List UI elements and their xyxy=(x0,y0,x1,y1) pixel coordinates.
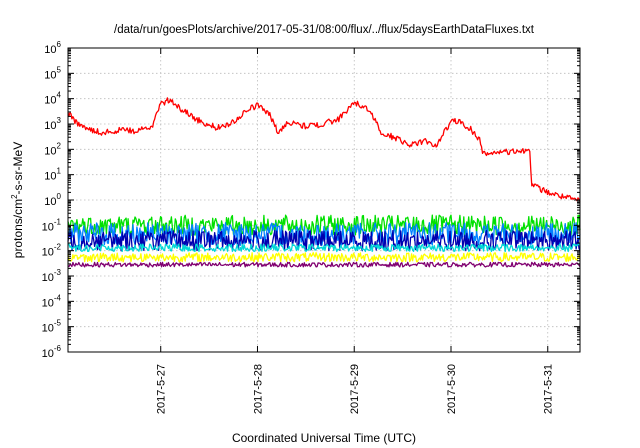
y-tick-exponent: -3 xyxy=(54,268,62,277)
y-tick-base: 10 xyxy=(42,348,54,360)
y-tick-exponent: 5 xyxy=(57,65,62,74)
y-tick-base: 10 xyxy=(44,171,56,183)
y-tick-exponent: 6 xyxy=(57,40,62,49)
plot-series xyxy=(67,97,581,268)
y-tick-exponent: 1 xyxy=(57,167,62,176)
y-tick-label: 100 xyxy=(44,192,61,208)
y-axis-label-suffix: -s-sr-MeV xyxy=(11,142,25,195)
y-tick-base: 10 xyxy=(42,323,54,335)
series-line xyxy=(67,261,581,268)
series-line xyxy=(67,97,581,202)
y-tick-label: 10-3 xyxy=(42,268,62,284)
y-tick-exponent: -1 xyxy=(54,217,62,226)
x-tick-label: 2017-5-27 xyxy=(156,364,168,414)
y-tick-label: 10-4 xyxy=(42,293,62,309)
y-tick-label: 106 xyxy=(44,40,61,56)
y-tick-base: 10 xyxy=(42,297,54,309)
y-axis-label: protons/cm2-s-sr-MeV xyxy=(10,142,25,258)
y-tick-base: 10 xyxy=(44,196,56,208)
y-tick-exponent: 2 xyxy=(57,141,62,150)
series-line xyxy=(67,252,581,263)
y-tick-label: 104 xyxy=(44,91,61,107)
grid-lines xyxy=(68,48,580,352)
y-tick-base: 10 xyxy=(44,145,56,157)
series-line xyxy=(67,222,581,247)
y-tick-label: 10-5 xyxy=(42,319,62,335)
y-tick-exponent: 3 xyxy=(57,116,62,125)
x-tick-label: 2017-5-30 xyxy=(446,364,458,414)
y-tick-label: 10-6 xyxy=(42,344,62,360)
x-tick-label: 2017-5-29 xyxy=(349,364,361,414)
y-tick-exponent: -4 xyxy=(54,293,62,302)
y-tick-base: 10 xyxy=(44,95,56,107)
y-tick-base: 10 xyxy=(42,272,54,284)
y-tick-labels: 10-610-510-410-310-210-11001011021031041… xyxy=(42,40,62,360)
y-tick-label: 10-2 xyxy=(42,243,62,259)
x-tick-label: 2017-5-31 xyxy=(543,364,555,414)
y-tick-exponent: 0 xyxy=(57,192,62,201)
y-tick-label: 102 xyxy=(44,141,61,157)
x-tick-labels: 2017-5-27 2017-5-28 2017-5-29 2017-5-30 2017… xyxy=(156,364,555,414)
x-tick-label: 2017-5-28 xyxy=(252,364,264,414)
y-tick-base: 10 xyxy=(44,44,56,56)
y-axis-label-prefix: protons/cm xyxy=(11,199,25,258)
series-line xyxy=(67,243,581,253)
chart-title: /data/run/goesPlots/archive/2017-05-31/0… xyxy=(114,24,535,36)
y-tick-base: 10 xyxy=(42,221,54,233)
y-tick-label: 101 xyxy=(44,167,61,183)
y-tick-label: 103 xyxy=(44,116,61,132)
y-tick-base: 10 xyxy=(42,247,54,259)
y-tick-base: 10 xyxy=(44,120,56,132)
axis-ticks xyxy=(68,47,580,353)
y-tick-exponent: -2 xyxy=(54,243,62,252)
x-axis-label: Coordinated Universal Time (UTC) xyxy=(232,431,416,445)
y-tick-base: 10 xyxy=(44,69,56,81)
y-tick-exponent: 4 xyxy=(57,91,62,100)
y-tick-label: 10-1 xyxy=(42,217,62,233)
y-tick-exponent: -5 xyxy=(54,319,62,328)
y-axis-label-sup: 2 xyxy=(10,194,19,199)
y-tick-label: 105 xyxy=(44,65,61,81)
y-tick-exponent: -6 xyxy=(54,344,62,353)
